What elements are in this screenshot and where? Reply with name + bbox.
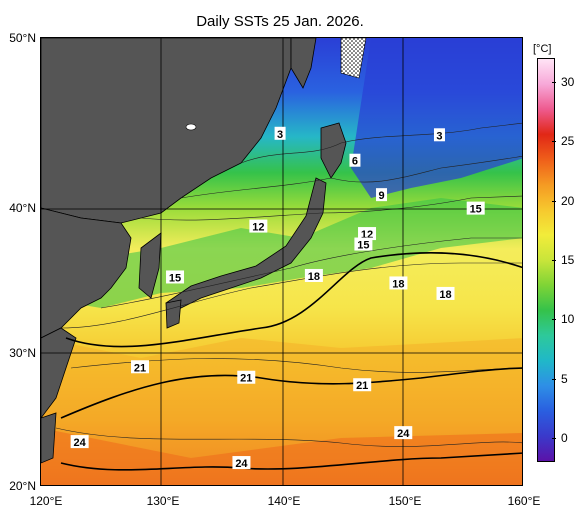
contour-label-text: 18 [392,278,404,290]
colorbar-unit-label: [°C] [533,43,552,55]
contour-label: 18 [389,276,408,290]
contour-label: 21 [131,360,150,374]
sea-cold-band [351,38,522,198]
map-title: Daily SSTs 25 Jan. 2026. [196,13,364,30]
colorbar-tick-label: 15 [561,253,575,267]
contour-label: 18 [436,286,455,301]
sst-map: 3 3 6 9 12 12 15 15 15 18 18 18 21 21 21 24 24 24 [40,37,523,486]
lat-label-40n: 40°N [9,201,36,215]
lon-label-160e: 160°E [507,494,541,508]
contour-label: 15 [466,201,485,216]
contour-label-box [237,370,256,384]
colorbar-tick-mark [552,141,556,143]
contour-label-box [304,268,323,282]
contour-label: 24 [70,435,89,449]
colorbar-tick-label: 10 [561,312,575,327]
colorbar-tick-label: 0 [561,431,568,446]
contour-label-box [389,276,408,290]
contour-label-text: 15 [357,240,369,252]
land-sakhalin [290,38,317,89]
land-honshu [165,177,327,314]
contour-label-text: 12 [252,222,264,234]
sea-ice-area [340,38,367,79]
contour-label-box [166,270,185,284]
contour-label-text: 3 [436,130,442,142]
lon-label-120e: 120°E [29,494,63,508]
contour-label-text: 9 [378,190,384,202]
lat-label-20n: 20°N [9,479,36,493]
contour-label-box [232,456,251,470]
contour-label-box [349,153,361,167]
contour-label: 24 [394,426,413,440]
land-hokkaido [320,122,347,179]
contour-label-text: 21 [356,380,368,392]
colorbar-tick-mark [552,319,556,321]
colorbar-tick-label: 5 [561,371,568,386]
land-korea [138,232,162,299]
contour-label-box [436,286,455,300]
contour-label-box [394,426,413,440]
contour-label-box [353,378,372,392]
contour-label: 15 [354,237,373,252]
contour-label-text: 18 [439,289,451,301]
colorbar-tick-mark [552,438,556,440]
contour-label-box [249,219,268,233]
colorbar-tick-mark [552,260,556,261]
contour-label-text: 15 [470,204,482,216]
contour-label: 3 [433,128,445,142]
colorbar-tick-mark [552,81,556,83]
colorbar-tick-label: 25 [561,134,575,149]
contour-label: 18 [304,268,323,283]
contour-label-text: 6 [352,156,358,168]
lake-khanka [185,123,197,131]
contour-label: 12 [249,219,268,234]
contour-label-text: 18 [308,271,320,283]
contour-label-text: 15 [169,272,181,284]
contour-label-box [131,360,150,374]
contour-label-text: 24 [235,458,248,470]
lat-label-50n: 50°N [9,31,36,45]
lon-label-130e: 130°E [146,494,180,508]
colorbar-tick-mark [552,378,556,380]
colorbar-tick-mark [552,200,556,202]
graticule [41,38,522,485]
contour-label-box [354,237,373,251]
contour-label-box [274,126,286,140]
contour-label: 24 [232,456,251,470]
lon-label-140e: 140°E [267,494,301,508]
land-taiwan [41,412,57,464]
lat-label-30n: 30°N [9,346,36,360]
contour-label-box [376,188,388,202]
lon-label-150e: 150°E [388,494,422,508]
contour-label-box [70,435,89,449]
contour-label-text: 24 [74,437,87,449]
colorbar-tick-label: 20 [561,193,575,208]
contour-label-text: 24 [397,428,410,440]
contour-label: 21 [237,370,256,385]
contour-label-text: 21 [240,373,252,385]
contour-label-box [358,227,377,241]
colorbar-tick-label: 30 [561,74,575,89]
contour-label-text: 3 [277,129,283,141]
contour-label: 21 [353,378,372,392]
contour-label: 6 [349,153,361,168]
contour-label-box [433,128,445,142]
contour-label: 9 [376,188,388,202]
contour-label-text: 21 [134,362,146,374]
contour-label: 3 [274,126,286,141]
contour-label-box [466,201,485,215]
contour-label: 15 [166,270,185,284]
